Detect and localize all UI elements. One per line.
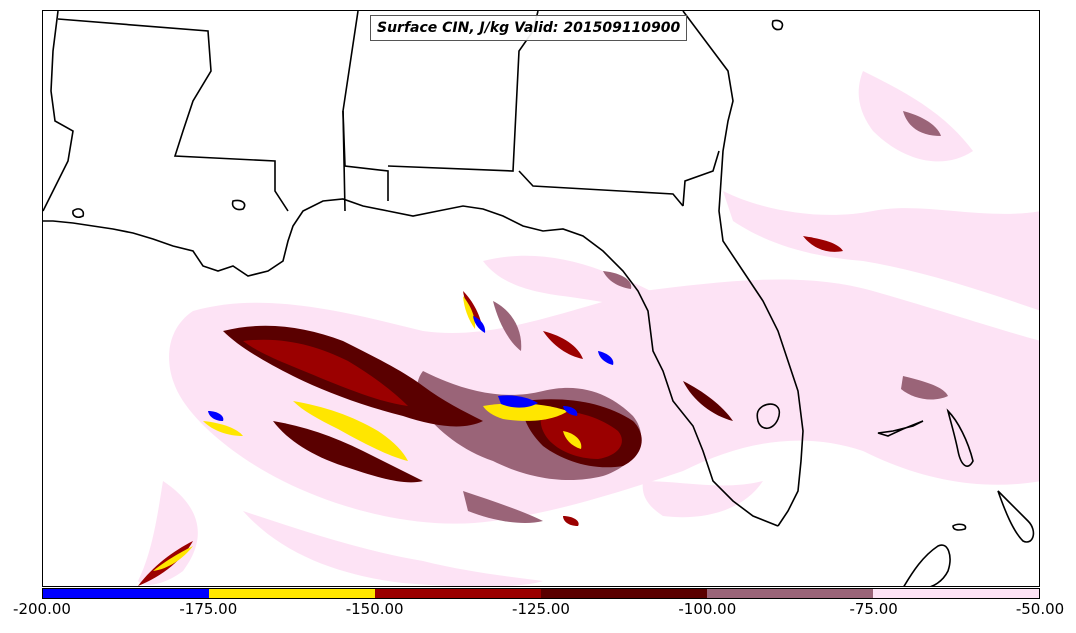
state-border bbox=[342, 110, 389, 201]
state-border bbox=[342, 11, 359, 212]
bahamas-island bbox=[877, 420, 924, 437]
colorbar-tick-label: -200.00 bbox=[13, 600, 71, 618]
colorbar-segment bbox=[209, 589, 375, 598]
colorbar-tick-label: -175.00 bbox=[179, 600, 238, 618]
coastline-gulf bbox=[43, 198, 389, 277]
state-border bbox=[682, 150, 720, 207]
colorbar-tick-label: -125.00 bbox=[512, 600, 570, 618]
cin-map bbox=[43, 11, 1039, 586]
island bbox=[231, 199, 246, 211]
island bbox=[771, 19, 784, 31]
state-border bbox=[518, 170, 684, 207]
colorbar-segment bbox=[541, 589, 707, 598]
colorbar-tick-label: -50.00 bbox=[1015, 600, 1065, 618]
cuba-coast bbox=[903, 544, 951, 586]
cin-band-blue bbox=[208, 316, 614, 421]
coastline-florida-gulf bbox=[387, 205, 779, 527]
cin-band-yellow bbox=[153, 296, 582, 571]
colorbar-segment bbox=[375, 589, 541, 598]
coastline-atlantic bbox=[682, 11, 804, 527]
bahamas-island bbox=[946, 408, 974, 467]
map-panel bbox=[42, 10, 1040, 587]
colorbar-segment bbox=[873, 589, 1039, 598]
colorbar-segment bbox=[707, 589, 873, 598]
map-title: Surface CIN, J/kg Valid: 201509110900 bbox=[370, 15, 688, 41]
island bbox=[952, 523, 967, 531]
state-border bbox=[57, 18, 289, 212]
colorbar-tick-label: -75.00 bbox=[849, 600, 898, 618]
island bbox=[72, 208, 85, 218]
cin-field bbox=[138, 71, 1039, 586]
state-border bbox=[43, 11, 74, 212]
lake-okeechobee bbox=[756, 403, 781, 430]
colorbar-segment bbox=[43, 589, 209, 598]
colorbar bbox=[42, 588, 1040, 599]
colorbar-tick-label: -100.00 bbox=[678, 600, 737, 618]
bahamas-island bbox=[997, 490, 1035, 543]
colorbar-tick-label: -150.00 bbox=[345, 600, 404, 618]
